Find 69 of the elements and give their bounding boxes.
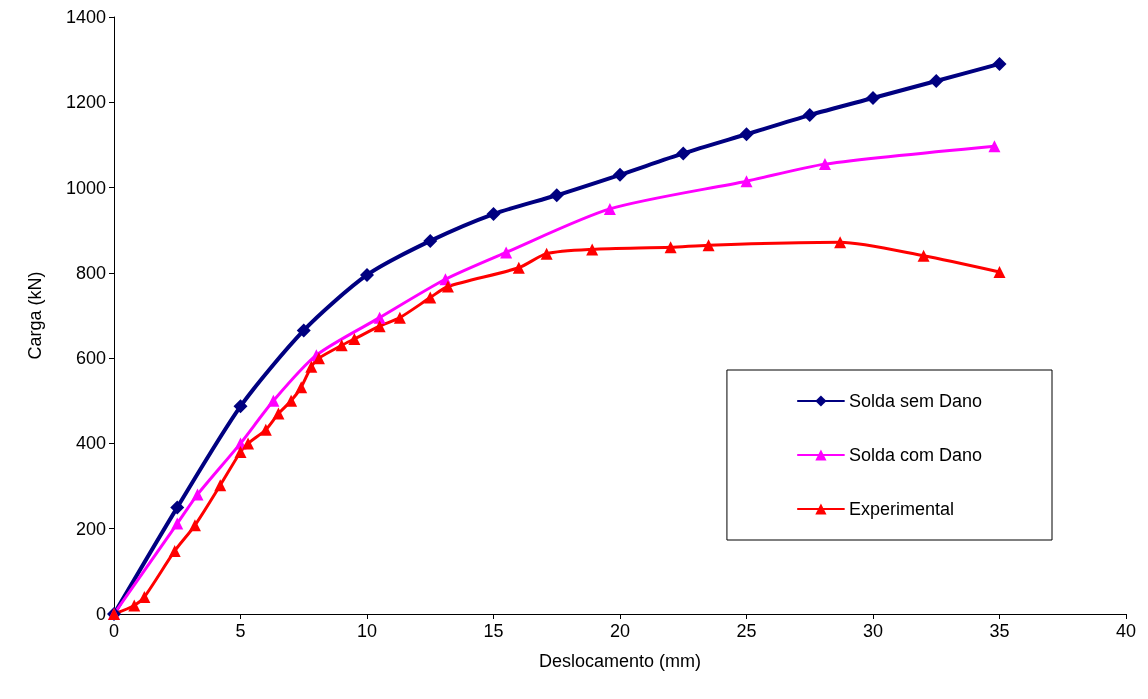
point: [993, 266, 1006, 278]
x-tick-label: 40: [1115, 621, 1137, 641]
x-tick-label: 35: [989, 621, 1010, 641]
point: [335, 339, 348, 352]
point: [500, 246, 513, 259]
point: [242, 437, 255, 450]
point: [285, 394, 298, 407]
point: [214, 479, 227, 492]
point: [866, 91, 880, 106]
point: [423, 233, 438, 248]
x-tick-label: 15: [483, 621, 504, 641]
y-tick-label: 0: [95, 604, 106, 624]
legend-label: Solda com Dano: [848, 445, 982, 465]
point: [988, 140, 1001, 153]
point: [233, 399, 248, 414]
point: [549, 188, 564, 203]
point: [393, 311, 406, 324]
y-tick-label: 400: [75, 433, 106, 454]
point: [702, 239, 715, 252]
point: [267, 394, 280, 407]
point: [613, 167, 627, 182]
point: [740, 175, 753, 188]
y-tick-label: 1200: [65, 92, 106, 113]
point: [272, 407, 285, 420]
point: [802, 108, 817, 123]
point: [168, 544, 181, 557]
point: [191, 488, 204, 501]
point: [259, 423, 272, 436]
point: [373, 320, 386, 333]
point: [834, 236, 847, 249]
point: [739, 127, 754, 142]
point: [360, 267, 374, 282]
point: [295, 381, 308, 394]
legend-label: Experimental: [848, 499, 954, 519]
point: [128, 599, 141, 612]
y-tick-label: 1000: [65, 177, 106, 198]
point: [486, 207, 501, 222]
x-tick-label: 30: [862, 621, 884, 641]
x-tick-label: 10: [356, 621, 378, 641]
point: [348, 332, 361, 345]
legend-label: Solda sem Dano: [848, 391, 982, 411]
x-tick-label: 25: [736, 621, 757, 641]
y-tick-label: 600: [75, 348, 106, 369]
point: [664, 241, 677, 254]
point: [234, 445, 247, 458]
y-tick-label: 800: [75, 262, 106, 283]
point: [992, 56, 1007, 71]
point: [296, 323, 311, 338]
x-axis-title: Deslocamento (mm): [538, 651, 702, 671]
point: [441, 280, 454, 293]
point: [188, 519, 201, 532]
point: [917, 249, 930, 262]
point: [676, 146, 691, 161]
point: [818, 158, 831, 171]
x-tick-label: 20: [609, 621, 631, 641]
x-tick-label: 0: [108, 621, 120, 641]
point: [586, 243, 599, 256]
point: [512, 261, 525, 274]
y-axis-title: Carga (kN): [25, 271, 45, 360]
y-tick-label: 200: [75, 518, 106, 539]
y-tick-label: 1400: [65, 7, 106, 27]
point: [603, 202, 616, 215]
x-tick-label: 5: [235, 621, 246, 641]
point: [305, 360, 318, 373]
point: [424, 291, 437, 304]
point: [540, 247, 553, 260]
point: [170, 500, 185, 515]
point: [929, 73, 944, 88]
point: [171, 517, 184, 530]
